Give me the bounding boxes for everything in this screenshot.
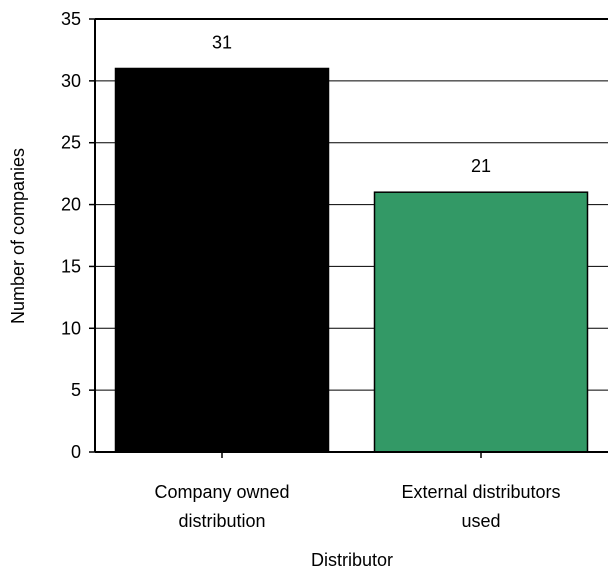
y-axis-title: Number of companies	[8, 148, 28, 324]
bars	[114, 67, 589, 453]
y-tick-label: 0	[71, 442, 81, 462]
y-tick-label: 20	[61, 195, 81, 215]
y-tick-label: 15	[61, 256, 81, 276]
y-tick-label: 5	[71, 380, 81, 400]
data-label: 21	[471, 156, 491, 176]
y-tick-label: 30	[61, 71, 81, 91]
x-category-label: Company owned	[154, 482, 289, 502]
y-tick-label: 35	[61, 9, 81, 29]
x-category-label: External distributors	[401, 482, 560, 502]
data-label: 31	[212, 32, 232, 52]
labels: 0 5 10 15 20 25 30 35 31 Company owned distributio…	[61, 9, 561, 531]
x-axis-title: Distributor	[311, 550, 393, 570]
x-category-label: used	[461, 511, 500, 531]
x-category-label: distribution	[178, 511, 265, 531]
y-tick-label: 10	[61, 318, 81, 338]
bar	[114, 67, 330, 453]
y-tick-label: 25	[61, 133, 81, 153]
axes	[89, 18, 608, 458]
bar	[373, 191, 589, 453]
